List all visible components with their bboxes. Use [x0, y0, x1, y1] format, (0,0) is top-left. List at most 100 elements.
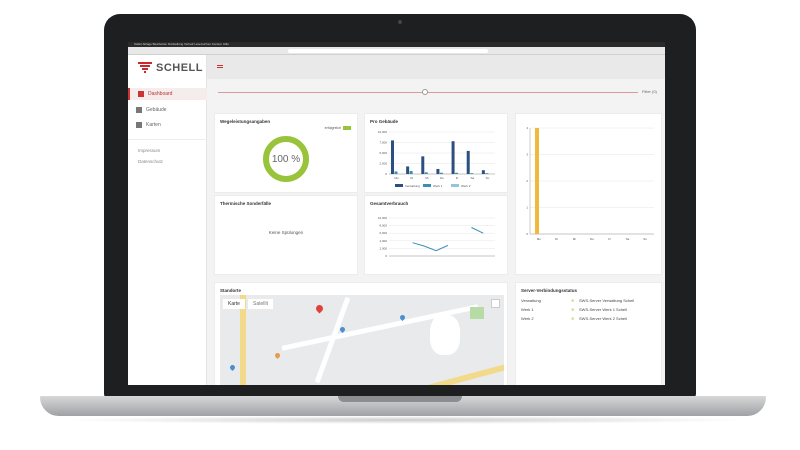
- server-name: SWS-Server Werk 1 Schell: [579, 307, 627, 312]
- server-site: Werk 2: [521, 316, 534, 321]
- y-tick-label: 10,000: [378, 216, 388, 220]
- x-tick-label: Sa: [626, 237, 630, 241]
- wifi-icon: ≋: [571, 307, 575, 312]
- schell-logo-icon: [138, 62, 152, 73]
- bar: [451, 141, 455, 174]
- server-site: Werk 1: [521, 307, 534, 312]
- bar: [535, 128, 539, 234]
- slider-handle[interactable]: [422, 89, 428, 95]
- map[interactable]: Karte Satellit: [220, 295, 504, 385]
- legend-swatch: [451, 184, 459, 187]
- laptop-shadow: [60, 416, 750, 424]
- card-title: Wegeleistungsangaben: [220, 119, 271, 124]
- y-tick-label: 2,000: [379, 246, 387, 250]
- y-tick-label: 0: [385, 254, 387, 258]
- y-tick-label: 4,000: [379, 239, 387, 243]
- date-slider[interactable]: [218, 92, 638, 93]
- x-tick-label: Fr: [608, 237, 611, 241]
- legend-label: Werk 1: [433, 184, 443, 188]
- server-status-card: Server-Verbindungsstatus Verwaltung ≋ SWS-…: [515, 282, 662, 385]
- x-tick-label: Di: [410, 176, 413, 180]
- camera-icon: [398, 20, 402, 24]
- bar: [439, 172, 443, 174]
- bar: [406, 166, 410, 174]
- location-pin-icon[interactable]: [314, 303, 325, 314]
- y-tick-label: 4: [526, 126, 528, 130]
- laptop-notch: [338, 396, 462, 402]
- poi-icon[interactable]: [273, 351, 282, 360]
- legend-swatch: [423, 184, 431, 187]
- legend: erfolgreich: [325, 126, 351, 130]
- screen: Safari Ablage Bearbeiten Darstellung Ver…: [128, 42, 665, 385]
- y-tick-label: 1: [526, 206, 528, 210]
- legend-swatch: [343, 126, 351, 130]
- map-icon: [136, 122, 142, 128]
- total-chart: 10,000 8,000 6,000 4,000 2,000 0: [378, 216, 495, 258]
- per-building-chart: 10,000 7,500 5,000 2,500 0 Mo Di Mi Do Fr Sa So Verw…: [378, 130, 495, 188]
- x-tick-label: So: [643, 237, 647, 241]
- bar: [466, 150, 470, 174]
- x-tick-label: Do: [440, 176, 444, 180]
- per-building-card: Pro Gebäude 10,000 7,500 5,000 2,500 0 Mo Di Mi…: [364, 113, 508, 193]
- map-card: Standorte Karte Satellit: [214, 282, 508, 385]
- legend-swatch: [395, 184, 403, 187]
- y-tick-label: 2: [526, 179, 528, 183]
- series-line: [412, 227, 484, 252]
- wifi-icon: ≋: [571, 298, 575, 303]
- sidebar-item-label: Gebäude: [146, 107, 167, 113]
- sidebar-item-dashboard[interactable]: Dashboard: [128, 88, 207, 100]
- card-title: Pro Gebäude: [370, 119, 399, 124]
- sidebar-item-gebaeude[interactable]: Gebäude: [128, 104, 207, 116]
- server-name: SWS-Server Verwaltung Schell: [579, 298, 635, 303]
- server-site: Verwaltung: [521, 298, 541, 303]
- laptop-base: [40, 396, 766, 416]
- card-title: Gesamtverbrauch: [370, 201, 409, 206]
- y-tick-label: 0: [385, 172, 387, 176]
- donut-chart: 100 %: [263, 136, 309, 182]
- sidebar-item-label: Dashboard: [148, 91, 173, 97]
- x-tick-label: Mi: [425, 176, 428, 180]
- card-title: Standorte: [220, 288, 242, 293]
- bar: [470, 173, 474, 174]
- divider: [128, 139, 207, 140]
- poi-icon[interactable]: [228, 363, 237, 372]
- map-tab-satellit[interactable]: Satellit: [248, 299, 274, 309]
- bar: [424, 172, 428, 174]
- x-tick-label: So: [486, 176, 490, 180]
- x-tick-label: Fr: [456, 176, 459, 180]
- count-chart: 4 3 2 1 0 Mo Di Mi Do Fr Sa So: [526, 126, 654, 241]
- dashboard-icon: [138, 91, 144, 97]
- y-tick-label: 6,000: [379, 231, 387, 235]
- fullscreen-icon[interactable]: [491, 299, 500, 308]
- bar: [481, 170, 485, 174]
- donut-value: 100 %: [271, 154, 301, 165]
- y-tick-label: 7,500: [379, 141, 387, 145]
- usage-card: Wegeleistungsangaben erfolgreich 100 %: [214, 113, 358, 193]
- legend-label: erfolgreich: [324, 126, 341, 130]
- menu-icon[interactable]: [217, 65, 223, 68]
- filter-button[interactable]: Filter (0): [642, 89, 657, 94]
- x-tick-label: Mo: [537, 237, 541, 241]
- x-tick-label: Di: [555, 237, 558, 241]
- address-bar[interactable]: [288, 49, 488, 53]
- server-name: SWS-Server Werk 2 Schell: [579, 316, 627, 321]
- x-tick-label: Do: [590, 237, 594, 241]
- empty-message: Keine Spülungen: [268, 230, 304, 235]
- map-tab-karte[interactable]: Karte: [223, 299, 245, 309]
- total-card: Gesamtverbrauch 10,000 8,000 6,000 4,000 2,0…: [364, 195, 508, 275]
- y-tick-label: 3: [526, 153, 528, 157]
- brand-name: SCHELL: [156, 62, 203, 74]
- bar: [421, 156, 425, 174]
- bar: [409, 171, 413, 174]
- bar: [391, 140, 394, 174]
- logo[interactable]: SCHELL: [138, 62, 203, 74]
- os-menubar[interactable]: Safari Ablage Bearbeiten Darstellung Ver…: [128, 42, 665, 47]
- y-tick-label: 8,000: [379, 224, 387, 228]
- bar: [455, 172, 459, 174]
- link-datenschutz[interactable]: Datenschutz: [138, 159, 164, 164]
- home-icon: [136, 107, 142, 113]
- thermal-card: Thermische Sonderfälle Keine Spülungen: [214, 195, 358, 275]
- sidebar-item-karten[interactable]: Karten: [128, 119, 207, 131]
- card-title: Server-Verbindungsstatus: [521, 288, 578, 293]
- link-impressum[interactable]: Impressum: [138, 148, 161, 153]
